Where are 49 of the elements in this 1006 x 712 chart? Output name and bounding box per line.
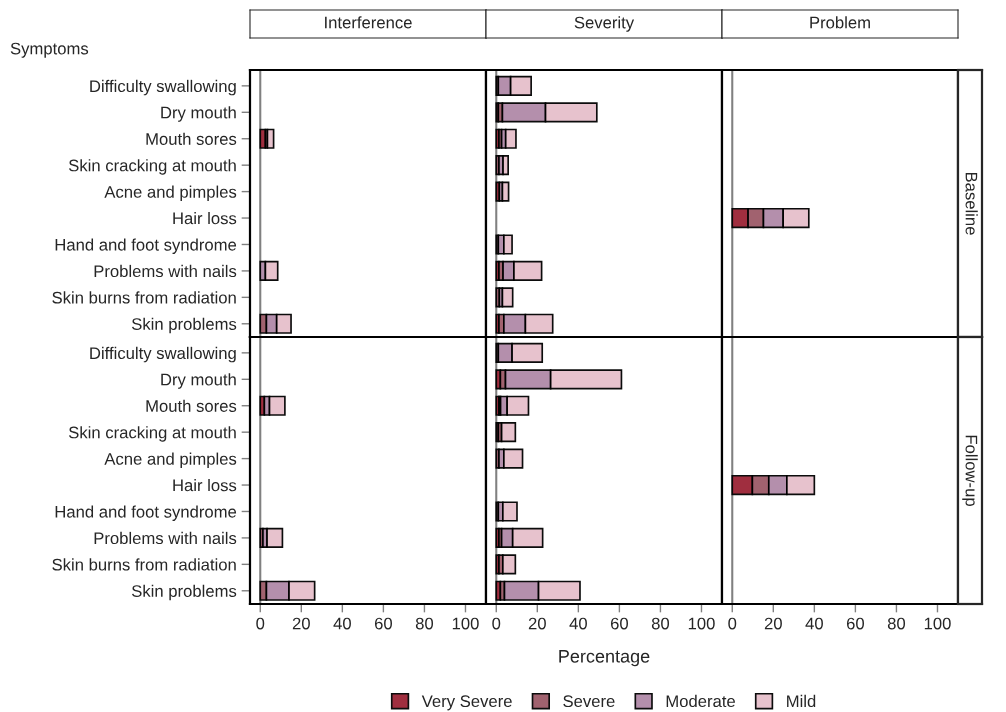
y-tick-label: Hair loss — [173, 212, 237, 225]
y-axis-title: Symptoms — [10, 42, 89, 58]
y2-axis-title: Follow-up — [962, 435, 978, 506]
y-tick-label: Problems with nails — [94, 264, 237, 278]
x-tick-label: 60 — [374, 617, 393, 630]
x-tick-label: 100 — [924, 617, 951, 630]
y-tick-label: Dry mouth — [161, 106, 236, 122]
x-tick-label: 80 — [415, 617, 434, 630]
y-tick-label: Mouth sores — [146, 132, 237, 145]
y-tick-label: Acne and pimples — [104, 185, 237, 202]
x-tick-label: 40 — [333, 617, 351, 630]
y-tick-label: Skin problems — [131, 317, 237, 334]
y-tick-label: Difficulty swallowing — [90, 346, 236, 363]
y-tick-label: Skin problems — [131, 584, 237, 601]
y-tick-label: Skin burns from radiation — [52, 291, 236, 304]
legend-label: Very Severe — [421, 695, 512, 711]
x-tick-label: 80 — [887, 617, 906, 630]
y-tick-label: Skin cracking at mouth — [68, 159, 236, 175]
x-tick-label: 0 — [728, 617, 737, 630]
chart-title: Interference — [325, 16, 412, 29]
x-tick-label: 80 — [651, 617, 670, 630]
x-tick-label: 0 — [492, 617, 501, 630]
x-tick-label: 20 — [764, 617, 782, 630]
x-tick-label: 40 — [569, 617, 587, 630]
x-tick-label: 0 — [256, 617, 265, 630]
legend-label: Severe — [563, 695, 615, 708]
y2-axis-title: Baseline — [965, 172, 978, 235]
y-tick-label: Hair loss — [173, 479, 237, 492]
y-tick-label: Hand and foot syndrome — [55, 238, 237, 254]
x-tick-label: 100 — [452, 617, 479, 630]
legend-label: Mild — [787, 694, 816, 708]
y-tick-label: Skin burns from radiation — [52, 558, 236, 571]
y-tick-label: Hand and foot syndrome — [55, 505, 237, 521]
chart-title: Severity — [574, 16, 635, 32]
x-tick-label: 40 — [805, 617, 823, 630]
x-tick-label: 20 — [292, 617, 310, 630]
x-axis-title: Percentage — [559, 650, 650, 667]
y-tick-label: Difficulty swallowing — [90, 79, 236, 96]
legend-label: Moderate — [666, 694, 735, 708]
y-tick-label: Skin cracking at mouth — [68, 426, 236, 442]
y-tick-label: Mouth sores — [146, 399, 237, 412]
x-tick-label: 20 — [528, 617, 546, 630]
x-tick-label: 100 — [688, 617, 715, 630]
chart-title: Problem — [810, 16, 870, 29]
x-tick-label: 60 — [846, 617, 865, 630]
y-tick-label: Problems with nails — [94, 531, 237, 545]
y-tick-label: Dry mouth — [161, 373, 236, 389]
y-tick-label: Acne and pimples — [104, 452, 237, 469]
x-tick-label: 60 — [610, 617, 629, 630]
